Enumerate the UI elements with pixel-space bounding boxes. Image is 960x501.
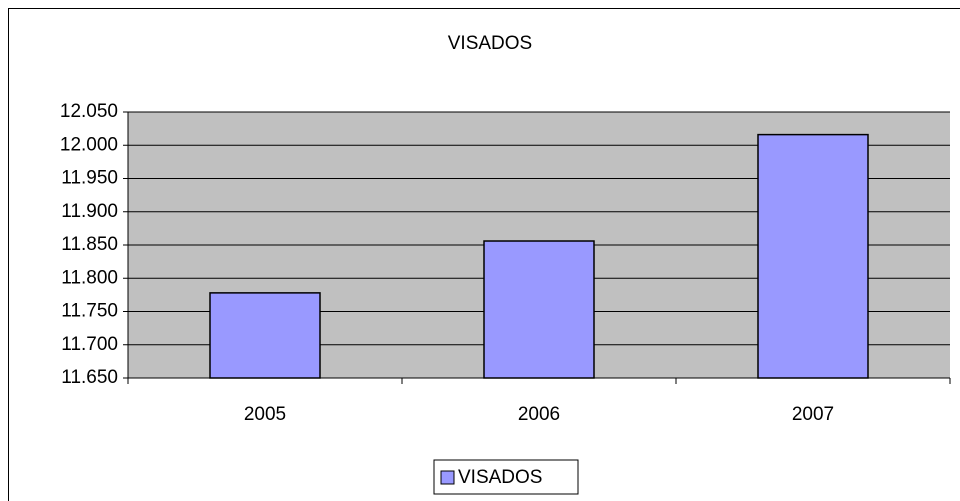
y-tick-label: 11.850 bbox=[61, 234, 118, 255]
y-tick-label: 11.750 bbox=[61, 301, 118, 322]
y-tick-label: 11.700 bbox=[61, 334, 118, 355]
x-tick-label: 2006 bbox=[518, 404, 560, 425]
bar bbox=[209, 292, 321, 379]
y-tick-label: 12.000 bbox=[60, 134, 118, 155]
y-tick-label: 11.950 bbox=[61, 168, 118, 189]
chart-title: VISADOS bbox=[448, 33, 532, 54]
legend-swatch bbox=[440, 470, 455, 485]
y-tick-label: 11.900 bbox=[61, 201, 118, 222]
y-tick-label: 11.800 bbox=[61, 267, 118, 288]
y-tick-label: 11.650 bbox=[61, 367, 118, 388]
legend-label: VISADOS bbox=[458, 467, 542, 488]
legend-box bbox=[433, 459, 579, 495]
x-tick-label: 2007 bbox=[792, 404, 834, 425]
bar bbox=[757, 133, 869, 379]
bar bbox=[483, 240, 595, 379]
x-tick-label: 2005 bbox=[244, 404, 286, 425]
y-tick-label: 12.050 bbox=[60, 101, 118, 122]
